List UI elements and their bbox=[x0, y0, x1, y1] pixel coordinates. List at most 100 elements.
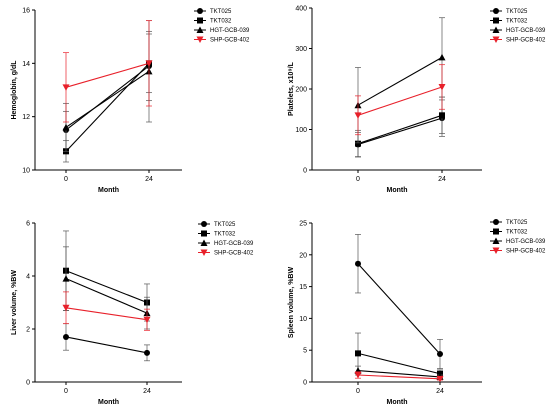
series-line bbox=[357, 117, 443, 146]
y-tick-label: 300 bbox=[295, 46, 307, 53]
series-line bbox=[65, 62, 150, 88]
data-point bbox=[62, 123, 70, 131]
legend-item: SHP-GCB-402 bbox=[490, 36, 546, 44]
legend-marker bbox=[493, 17, 499, 24]
y-tick-label: 20 bbox=[299, 252, 307, 259]
legend-marker bbox=[197, 8, 203, 14]
legend-label: SHP-GCB-402 bbox=[214, 251, 254, 257]
legend-item: TKT032 bbox=[490, 17, 528, 25]
legend-label: TKT032 bbox=[210, 19, 232, 25]
series-SHP-GCB-402 bbox=[62, 20, 153, 123]
y-tick-label: 5 bbox=[303, 348, 307, 355]
panel-platelets: 0 100 200 300 400 0 24 Month Platelets, x10⁹/L TK… bbox=[288, 6, 546, 195]
y-tick-label: 25 bbox=[299, 221, 307, 228]
legend-label: TKT025 bbox=[210, 9, 232, 15]
y-tick-label: 15 bbox=[299, 284, 307, 291]
y-axis-title: Liver volume, %BW bbox=[11, 270, 18, 335]
data-point bbox=[354, 112, 362, 119]
legend-label: HGT-GCB-039 bbox=[210, 28, 250, 34]
data-point bbox=[62, 84, 70, 91]
legend: TKT025 TKT032 HGT-GCB-039 SHP-GCB-402 bbox=[490, 8, 546, 44]
x-axis-title: Month bbox=[98, 187, 119, 194]
y-axis-title: Hemoglobin, g/dL bbox=[11, 60, 18, 120]
y-tick-label: 0 bbox=[303, 168, 307, 175]
data-point bbox=[355, 140, 361, 147]
y-tick-label: 4 bbox=[26, 274, 30, 281]
series-line bbox=[357, 86, 443, 116]
legend-item: HGT-GCB-039 bbox=[198, 239, 254, 247]
y-tick-label: 10 bbox=[299, 316, 307, 323]
y-tick-label: 16 bbox=[22, 8, 30, 15]
series-TKT025 bbox=[63, 323, 150, 362]
legend-marker bbox=[492, 26, 500, 33]
legend-label: TKT025 bbox=[214, 222, 236, 228]
series-line bbox=[357, 374, 441, 380]
y-tick-label: 6 bbox=[26, 221, 30, 228]
x-axis-title: Month bbox=[98, 399, 119, 406]
legend-label: HGT-GCB-039 bbox=[506, 239, 546, 245]
data-point bbox=[63, 333, 69, 340]
legend-marker bbox=[493, 8, 499, 14]
series-TKT032 bbox=[63, 230, 150, 322]
y-tick-label: 0 bbox=[26, 380, 30, 387]
series-TKT025 bbox=[355, 234, 443, 369]
legend-marker bbox=[200, 239, 208, 246]
series-line bbox=[357, 263, 441, 355]
series-line bbox=[65, 70, 150, 128]
legend-label: TKT025 bbox=[506, 220, 528, 226]
legend-item: HGT-GCB-039 bbox=[194, 26, 250, 34]
legend-label: HGT-GCB-039 bbox=[506, 28, 546, 34]
data-point bbox=[144, 349, 150, 356]
legend-item: SHP-GCB-402 bbox=[198, 249, 254, 257]
y-tick-label: 0 bbox=[303, 380, 307, 387]
data-point bbox=[355, 260, 361, 267]
legend-item: TKT025 bbox=[490, 219, 528, 226]
series-line bbox=[65, 270, 148, 304]
series-line bbox=[65, 62, 150, 152]
data-point bbox=[354, 372, 362, 379]
data-point bbox=[355, 350, 361, 357]
legend-marker bbox=[493, 228, 499, 235]
legend-item: TKT025 bbox=[490, 8, 528, 15]
legend-marker bbox=[493, 219, 499, 225]
legend-label: TKT025 bbox=[506, 9, 528, 15]
legend-item: SHP-GCB-402 bbox=[490, 247, 546, 255]
data-point bbox=[62, 304, 70, 312]
legend-marker bbox=[201, 230, 207, 237]
series-line bbox=[357, 56, 443, 106]
legend-item: SHP-GCB-402 bbox=[194, 36, 250, 44]
y-tick-label: 10 bbox=[22, 168, 30, 175]
series-SHP-GCB-402 bbox=[354, 371, 444, 383]
y-tick-label: 12 bbox=[22, 114, 30, 121]
data-point bbox=[143, 316, 151, 324]
series-TKT025 bbox=[355, 99, 445, 157]
legend-item: TKT025 bbox=[194, 8, 232, 15]
legend-marker bbox=[492, 247, 500, 254]
x-tick-label: 0 bbox=[64, 176, 68, 183]
series-TKT032 bbox=[355, 96, 445, 158]
series-line bbox=[65, 65, 150, 131]
series-line bbox=[357, 352, 441, 375]
legend-label: SHP-GCB-402 bbox=[210, 38, 250, 44]
legend-marker bbox=[492, 237, 500, 244]
series-line bbox=[357, 114, 443, 145]
x-axis-title: Month bbox=[387, 187, 408, 194]
x-tick-label: 24 bbox=[438, 176, 446, 183]
legend: TKT025 TKT032 HGT-GCB-039 SHP-GCB-402 bbox=[490, 219, 546, 255]
legend-label: TKT032 bbox=[506, 19, 528, 25]
legend-label: SHP-GCB-402 bbox=[506, 38, 546, 44]
legend-label: HGT-GCB-039 bbox=[214, 241, 254, 247]
data-point bbox=[438, 53, 446, 61]
x-axis-title: Month bbox=[387, 399, 408, 406]
series-HGT-GCB-039 bbox=[62, 246, 151, 330]
legend-marker bbox=[200, 249, 208, 256]
legend-item: TKT025 bbox=[198, 221, 236, 228]
series-SHP-GCB-402 bbox=[62, 291, 151, 331]
data-point bbox=[436, 375, 444, 383]
legend-item: HGT-GCB-039 bbox=[490, 237, 546, 245]
legend: TKT025 TKT032 HGT-GCB-039 SHP-GCB-402 bbox=[194, 8, 250, 44]
series-line bbox=[357, 370, 441, 378]
data-point bbox=[439, 112, 445, 119]
